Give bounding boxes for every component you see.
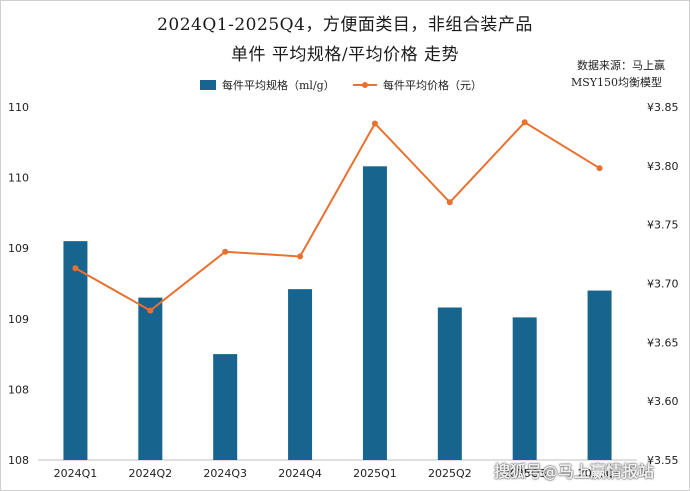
legend-swatch-bar (200, 80, 216, 90)
bar (288, 289, 313, 460)
price-point (222, 248, 229, 255)
right-axis-tick-label: ¥3.60 (647, 395, 679, 408)
chart-subtitle: 单件 平均规格/平均价格 走势 (230, 45, 460, 65)
price-point (147, 307, 154, 314)
x-axis-tick-label: 2025Q3 (503, 467, 547, 480)
right-axis-tick-label: ¥3.85 (647, 101, 679, 114)
legend-label-line: 每件平均价格（元） (383, 79, 482, 92)
x-axis-tick-label: 2025Q1 (353, 467, 397, 480)
price-point (596, 165, 603, 172)
x-axis-tick-label: 2024Q2 (128, 467, 172, 480)
right-axis-tick-label: ¥3.70 (647, 278, 679, 291)
bar (437, 307, 462, 460)
x-axis-tick-label: 2024Q1 (54, 467, 98, 480)
right-axis-tick-label: ¥3.65 (647, 336, 679, 349)
left-axis-tick-label: 108 (8, 454, 29, 467)
right-axis-tick-label: ¥3.75 (647, 219, 679, 232)
legend-swatch-line (353, 80, 377, 90)
x-axis-tick-label: 2024Q3 (203, 467, 247, 480)
price-point (72, 265, 79, 272)
bar (138, 297, 163, 460)
right-axis-tick-label: ¥3.55 (647, 454, 679, 467)
left-axis-tick-label: 109 (8, 242, 29, 255)
legend-entry-line: 每件平均价格（元） (353, 77, 482, 93)
legend-label-bar: 每件平均规格（ml/g） (222, 79, 335, 92)
left-axis-tick-label: 109 (8, 313, 29, 326)
chart-title: 2024Q1-2025Q4，方便面类目，非组合装产品 (157, 15, 533, 35)
right-axis-tick-label: ¥3.80 (647, 160, 679, 173)
bar (63, 241, 88, 460)
left-axis-tick-label: 110 (8, 101, 29, 114)
bar (213, 354, 238, 460)
left-axis-tick-label: 110 (8, 172, 29, 185)
price-point (371, 120, 378, 127)
bar (362, 166, 387, 460)
price-line (74, 121, 601, 312)
x-axis-tick-label: 2025Q2 (428, 467, 472, 480)
price-point (521, 119, 528, 126)
x-axis-tick-label: 2024Q4 (278, 467, 322, 480)
left-axis-tick-label: 108 (8, 383, 29, 396)
source-line-2: MSY150均衡模型 (571, 76, 663, 89)
source-line-1: 数据来源：马上赢 (577, 59, 665, 72)
price-point (297, 253, 304, 260)
bar (512, 317, 537, 460)
bar (587, 290, 612, 460)
watermark: 搜狐号@马上赢情报站 (494, 462, 655, 481)
x-axis-tick-label: 2025Q4 (578, 467, 622, 480)
price-point (446, 199, 453, 206)
legend-entry-bar: 每件平均规格（ml/g） (200, 77, 335, 93)
